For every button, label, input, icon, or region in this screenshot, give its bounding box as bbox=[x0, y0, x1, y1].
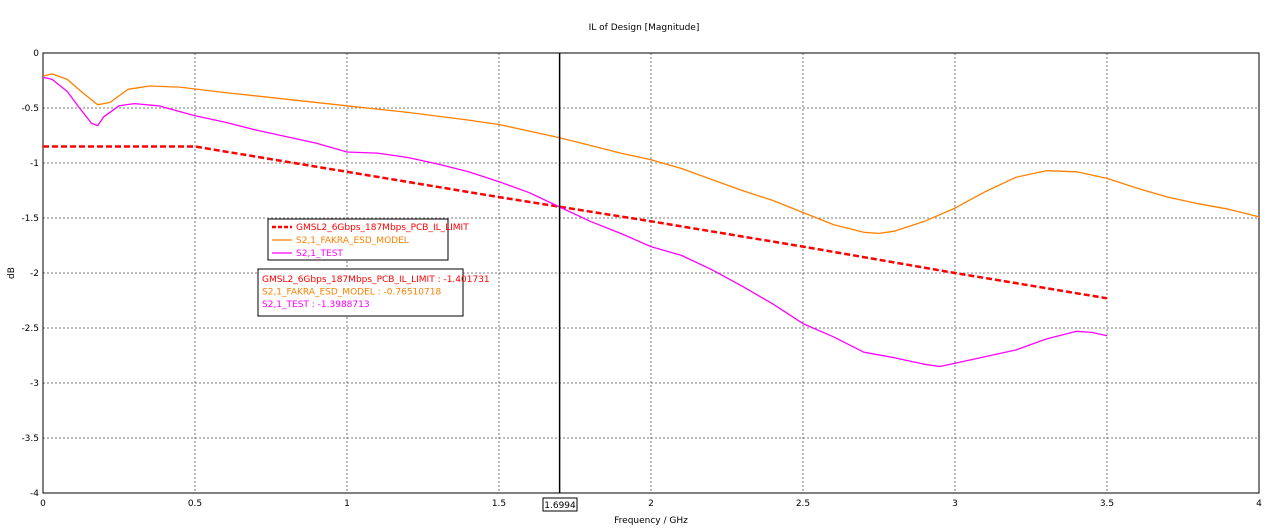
y-tick-label: 0 bbox=[33, 49, 39, 59]
x-tick-label: 0.5 bbox=[188, 499, 202, 509]
marker-label: 1.6994 bbox=[544, 501, 576, 511]
legend-entry: S2,1_FAKRA_ESD_MODEL bbox=[296, 236, 409, 246]
x-tick-label: 3 bbox=[952, 499, 958, 509]
y-tick-label: -0.5 bbox=[21, 104, 39, 114]
marker-readouts: GMSL2_6Gbps_187Mbps_PCB_IL_LIMIT : -1.40… bbox=[257, 268, 490, 317]
grid bbox=[43, 53, 1259, 493]
series-layer bbox=[42, 73, 1260, 368]
series-line-2[interactable] bbox=[42, 76, 1108, 368]
x-tick-label: 2 bbox=[648, 499, 654, 509]
legend-entry: GMSL2_6Gbps_187Mbps_PCB_IL_LIMIT bbox=[296, 223, 469, 233]
y-tick-label: -2 bbox=[30, 269, 39, 279]
series-line-0[interactable] bbox=[43, 145, 1108, 300]
x-tick-label: 1.5 bbox=[492, 499, 506, 509]
x-tick-label: 2.5 bbox=[796, 499, 810, 509]
marker-readout: GMSL2_6Gbps_187Mbps_PCB_IL_LIMIT : -1.40… bbox=[262, 275, 490, 285]
y-tick-label: -3.5 bbox=[21, 434, 39, 444]
y-tick-label: -3 bbox=[30, 379, 39, 389]
marker-readout-box: 1.6994 bbox=[542, 497, 578, 512]
marker-label-box bbox=[542, 497, 578, 512]
marker-readout: S2,1_TEST : -1.3988713 bbox=[262, 300, 370, 310]
x-tick-label: 4 bbox=[1256, 499, 1262, 509]
y-tick-label: -1.5 bbox=[21, 214, 39, 224]
x-tick-label: 3.5 bbox=[1100, 499, 1114, 509]
marker-readout: S2,1_FAKRA_ESD_MODEL : -0.76510718 bbox=[262, 288, 441, 298]
tick-labels: 0 0.5 1 1.5 2 2.5 3 3.5 4 0 -0.5 -1 -1.5 -2 -2.5 -3 -3.5… bbox=[21, 49, 1262, 509]
legend-entry: S2,1_TEST bbox=[296, 249, 343, 259]
x-axis-label: Frequency / GHz bbox=[614, 516, 688, 526]
y-tick-label: -4 bbox=[30, 489, 39, 499]
y-tick-label: -1 bbox=[30, 159, 39, 169]
x-tick-label: 0 bbox=[40, 499, 46, 509]
series-line-1[interactable] bbox=[42, 73, 1260, 235]
legend: GMSL2_6Gbps_187Mbps_PCB_IL_LIMIT S2,1_FAK… bbox=[267, 218, 469, 261]
chart-title: IL of Design [Magnitude] bbox=[589, 23, 700, 33]
legend-box bbox=[267, 218, 449, 261]
y-tick-label: -2.5 bbox=[21, 324, 39, 334]
plot-frame bbox=[42, 52, 1260, 494]
readout-box bbox=[257, 268, 464, 317]
x-tick-label: 1 bbox=[344, 499, 350, 509]
y-axis-label: dB bbox=[7, 267, 17, 279]
